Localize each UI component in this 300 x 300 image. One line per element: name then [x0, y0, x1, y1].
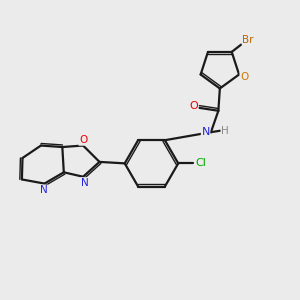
- Text: N: N: [40, 185, 48, 195]
- Text: N: N: [201, 127, 210, 137]
- Text: O: O: [240, 72, 248, 82]
- Text: N: N: [81, 178, 88, 188]
- Text: Cl: Cl: [195, 158, 206, 168]
- Text: O: O: [79, 135, 87, 145]
- Text: O: O: [189, 101, 198, 111]
- Text: Br: Br: [242, 35, 254, 45]
- Text: H: H: [221, 126, 229, 136]
